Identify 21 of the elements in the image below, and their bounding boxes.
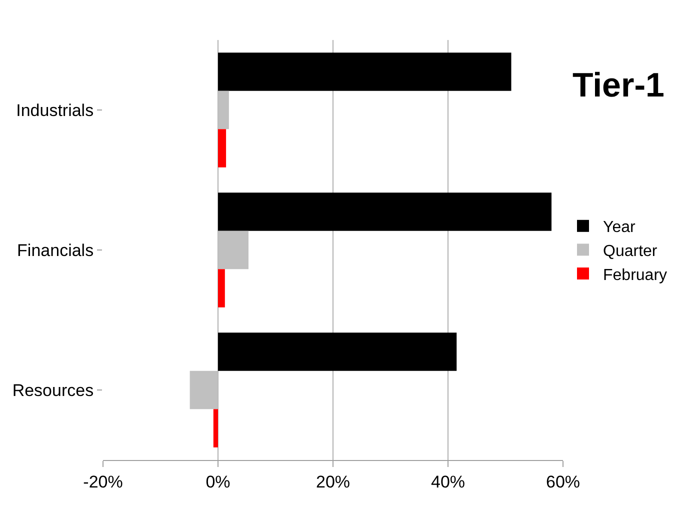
x-tick-label: 0%: [206, 472, 230, 492]
text: Tier-1: [572, 66, 664, 105]
bar: [218, 52, 512, 91]
x-tick-label: 60%: [546, 472, 580, 492]
y-tick-label: Financials: [17, 240, 94, 260]
legend-label: February: [603, 266, 668, 284]
bar: [190, 370, 218, 410]
x-tick-label: 40%: [430, 472, 466, 492]
bar: [218, 332, 457, 371]
bar: [218, 269, 225, 308]
x-tick-label: -20%: [83, 472, 123, 492]
bar: [218, 129, 226, 168]
legend-label: Year: [603, 219, 636, 236]
y-tick-label: Resources: [12, 380, 94, 400]
bar: [218, 192, 552, 231]
x-tick-label: 20%: [316, 472, 350, 492]
legend-label: Quarter: [603, 242, 658, 260]
y-tick-label: Industrials: [16, 100, 94, 120]
bar: [218, 230, 248, 270]
bar: [213, 409, 218, 448]
bar: [218, 90, 229, 130]
